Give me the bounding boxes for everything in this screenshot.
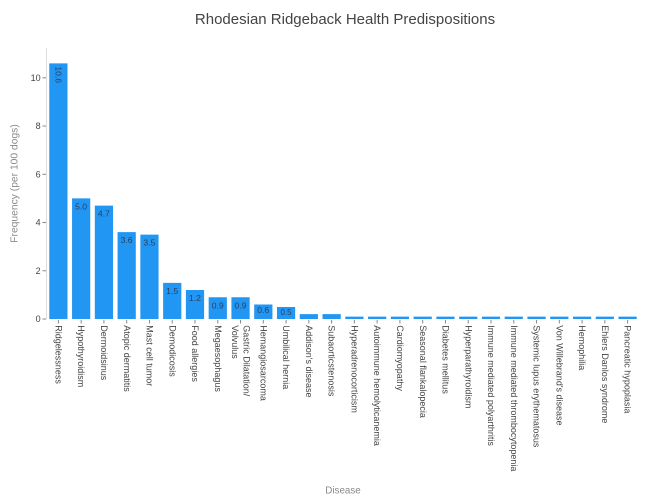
- svg-text:1.2: 1.2: [189, 293, 201, 303]
- svg-text:10.6: 10.6: [53, 66, 63, 83]
- svg-text:Cardiomyopathy: Cardiomyopathy: [395, 325, 405, 391]
- svg-text:3.6: 3.6: [121, 235, 133, 245]
- svg-text:4: 4: [36, 218, 41, 228]
- svg-text:6: 6: [36, 169, 41, 179]
- svg-text:Systemic lupus erythematosus: Systemic lupus erythematosus: [532, 325, 542, 448]
- svg-text:Megaesophagus: Megaesophagus: [213, 325, 223, 392]
- svg-text:0: 0: [36, 314, 41, 324]
- svg-text:2: 2: [36, 266, 41, 276]
- svg-text:Demodicosis: Demodicosis: [167, 325, 177, 377]
- svg-text:Disease: Disease: [325, 486, 361, 497]
- svg-text:Gastric Dilatation/Volvulus: Gastric Dilatation/Volvulus: [230, 325, 252, 397]
- svg-text:Addison's disease: Addison's disease: [304, 325, 314, 397]
- svg-text:Pancreatic hypoplasia: Pancreatic hypoplasia: [623, 325, 633, 413]
- svg-text:Dermoidsinus: Dermoidsinus: [99, 325, 109, 381]
- svg-text:Seasonal flankalopecia: Seasonal flankalopecia: [418, 325, 428, 418]
- svg-text:Hypothyroidism: Hypothyroidism: [76, 325, 86, 387]
- svg-text:Mast cell tumor: Mast cell tumor: [145, 325, 155, 386]
- svg-text:Autoimmune hemolyticanemia: Autoimmune hemolyticanemia: [372, 325, 382, 446]
- svg-text:0.6: 0.6: [257, 305, 269, 315]
- svg-text:Immune mediated polyarthritis: Immune mediated polyarthritis: [486, 325, 496, 446]
- svg-text:0.9: 0.9: [234, 300, 246, 310]
- svg-text:Hyperadrenocorticism: Hyperadrenocorticism: [349, 325, 359, 413]
- svg-text:5.0: 5.0: [75, 201, 87, 211]
- svg-text:Rhodesian Ridgeback Health Pre: Rhodesian Ridgeback Health Predispositio…: [195, 11, 495, 28]
- svg-text:Ridgelessness: Ridgelessness: [53, 325, 63, 384]
- svg-text:Hemangiosarcoma: Hemangiosarcoma: [258, 325, 268, 401]
- svg-text:Hemophilia: Hemophilia: [577, 325, 587, 370]
- svg-text:0.9: 0.9: [212, 300, 224, 310]
- svg-text:0.5: 0.5: [280, 308, 292, 317]
- svg-text:Von Willebrand's disease: Von Willebrand's disease: [554, 325, 564, 425]
- svg-text:Food allergies: Food allergies: [190, 325, 200, 382]
- svg-text:10: 10: [31, 73, 41, 83]
- svg-text:1.5: 1.5: [166, 286, 178, 296]
- svg-text:Subaorticstenosis: Subaorticstenosis: [327, 325, 337, 397]
- svg-text:3.5: 3.5: [143, 238, 155, 248]
- svg-text:Diabetes mellitus: Diabetes mellitus: [441, 325, 451, 394]
- svg-text:Immune mediated thrombocytopen: Immune mediated thrombocytopenia: [509, 325, 519, 471]
- svg-text:Frequency (per 100 dogs): Frequency (per 100 dogs): [10, 124, 21, 242]
- svg-text:Hyperparathyroidism: Hyperparathyroidism: [463, 325, 473, 408]
- svg-text:8: 8: [36, 121, 41, 131]
- svg-text:4.7: 4.7: [98, 209, 110, 219]
- svg-text:Ehlers Danlos syndrome: Ehlers Danlos syndrome: [600, 325, 610, 423]
- svg-text:Umbilical hernia: Umbilical hernia: [281, 325, 291, 389]
- svg-text:Atopic dermatitis: Atopic dermatitis: [122, 325, 132, 392]
